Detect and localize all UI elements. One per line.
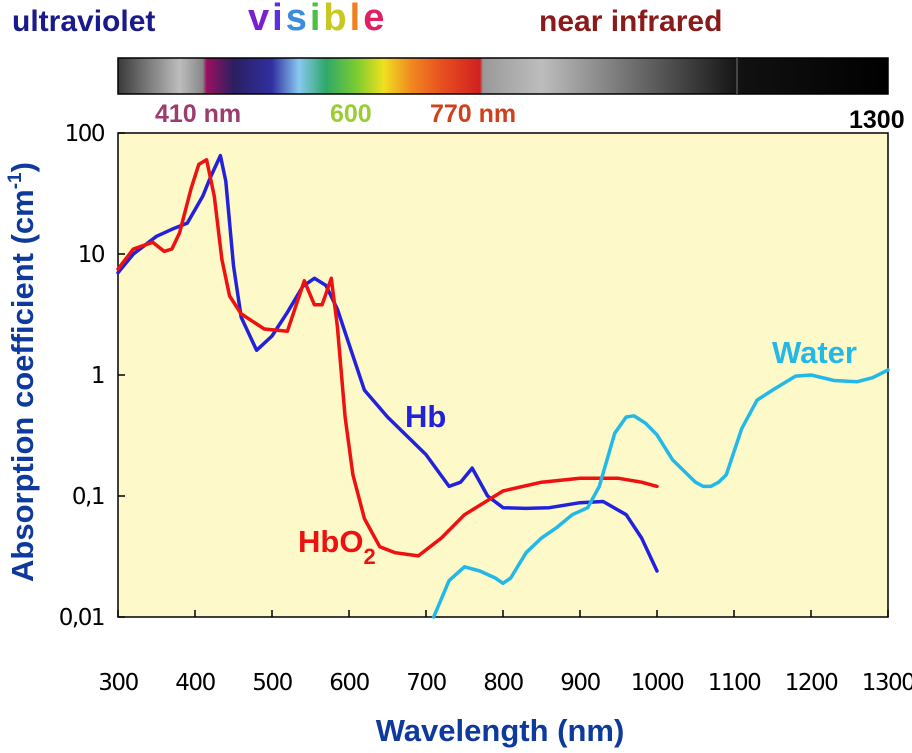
- visible-letter: l: [350, 0, 364, 39]
- x-tick-label: 1100: [708, 670, 761, 696]
- hbo2-series-label: HbO2: [298, 524, 376, 569]
- plot-area: [117, 132, 889, 618]
- scale-label-770: 770 nm: [430, 100, 516, 128]
- x-tick-label: 800: [483, 670, 523, 696]
- y-axis-title-main: Absorption coefficient (cm: [5, 189, 40, 582]
- visible-letter: s: [286, 0, 310, 39]
- x-tick-label: 700: [406, 670, 446, 696]
- hb-series-label: Hb: [405, 399, 446, 434]
- visible-letter: i: [310, 0, 324, 39]
- spectrum-bar: [117, 57, 889, 95]
- scale-label-410: 410 nm: [155, 100, 241, 128]
- x-tick-label: 1000: [631, 670, 684, 696]
- y-axis-title-close: ): [5, 162, 40, 172]
- hbo2-label-subscript: 2: [363, 544, 375, 569]
- hbo2-label-base: HbO: [298, 524, 363, 559]
- x-tick-label: 1300: [862, 670, 912, 696]
- visible-letter: v: [248, 0, 272, 39]
- axis-ticks: 300 400 500 600 700 800 900 1000 1100 1200 1300100…: [59, 121, 912, 696]
- x-tick-label: 500: [252, 670, 292, 696]
- y-tick-label: 0,1: [72, 484, 104, 510]
- x-tick-label: 400: [175, 670, 215, 696]
- y-tick-label: 1: [91, 363, 104, 389]
- x-tick-label: 300: [98, 670, 138, 696]
- water-series-label: Water: [772, 335, 857, 370]
- y-axis-title-sup: -1: [5, 172, 26, 189]
- ultraviolet-label: ultraviolet: [12, 5, 155, 38]
- visible-label-text: visible: [248, 0, 387, 39]
- water-line: [431, 368, 890, 619]
- visible-letter: i: [272, 0, 286, 39]
- scale-label-1300: 1300: [849, 106, 905, 134]
- hb-line: [116, 153, 659, 573]
- visible-letter: e: [363, 0, 387, 39]
- scale-label-600: 600: [330, 100, 372, 128]
- visible-label: visible: [248, 0, 387, 39]
- x-tick-label: 600: [329, 670, 369, 696]
- y-tick-label: 10: [78, 242, 105, 268]
- x-axis-title: Wavelength (nm): [376, 713, 625, 748]
- visible-letter: b: [323, 0, 349, 39]
- y-tick-label: 100: [65, 121, 105, 147]
- y-axis-title: Absorption coefficient (cm-1): [5, 162, 40, 582]
- hbo2-line: [116, 158, 659, 558]
- x-tick-label: 900: [560, 670, 600, 696]
- y-tick-label: 0,01: [59, 605, 104, 631]
- series-layer: [116, 153, 890, 619]
- near-infrared-label: near infrared: [539, 5, 722, 38]
- x-tick-label: 1200: [785, 670, 838, 696]
